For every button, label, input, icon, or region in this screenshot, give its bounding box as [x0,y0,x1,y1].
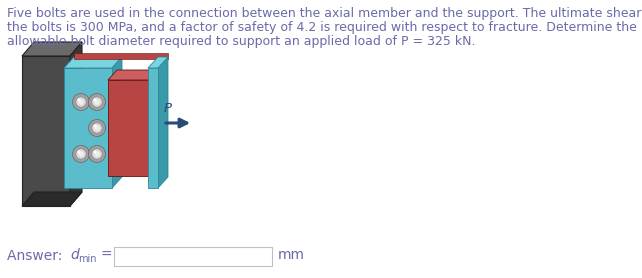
Circle shape [92,149,102,159]
Polygon shape [64,57,122,68]
Circle shape [93,150,96,153]
Circle shape [94,100,100,105]
Polygon shape [108,70,159,80]
Polygon shape [148,68,158,188]
Text: the bolts is 300 MPa, and a factor of safety of 4.2 is required with respect to : the bolts is 300 MPa, and a factor of sa… [7,21,642,34]
Polygon shape [112,57,122,188]
Circle shape [78,100,83,105]
Text: min: min [78,254,96,264]
Polygon shape [64,68,112,188]
Polygon shape [74,53,168,59]
Polygon shape [22,56,70,206]
Text: Answer:: Answer: [7,249,67,263]
Circle shape [78,152,83,157]
Text: Five bolts are used in the connection between the axial member and the support. : Five bolts are used in the connection be… [7,7,642,20]
Circle shape [89,120,105,136]
Polygon shape [22,192,82,206]
FancyBboxPatch shape [114,247,272,265]
Text: P: P [164,102,172,115]
Text: mm: mm [278,248,305,262]
Circle shape [76,97,86,107]
Polygon shape [108,80,150,176]
Text: d: d [70,248,79,262]
Circle shape [93,98,96,101]
Circle shape [93,124,96,127]
Circle shape [94,125,100,131]
Circle shape [76,149,86,159]
Polygon shape [150,70,159,176]
Circle shape [77,150,80,153]
Circle shape [89,145,105,163]
Polygon shape [148,57,168,68]
Circle shape [77,98,80,101]
Polygon shape [158,57,168,188]
Circle shape [92,97,102,107]
Circle shape [73,93,89,110]
Polygon shape [22,42,82,56]
Circle shape [94,152,100,157]
Polygon shape [70,42,82,206]
Circle shape [92,123,102,133]
Text: allowable bolt diameter required to support an applied load of P = 325 kN.: allowable bolt diameter required to supp… [7,35,476,48]
Text: =: = [101,248,112,262]
Circle shape [89,93,105,110]
Circle shape [73,145,89,163]
